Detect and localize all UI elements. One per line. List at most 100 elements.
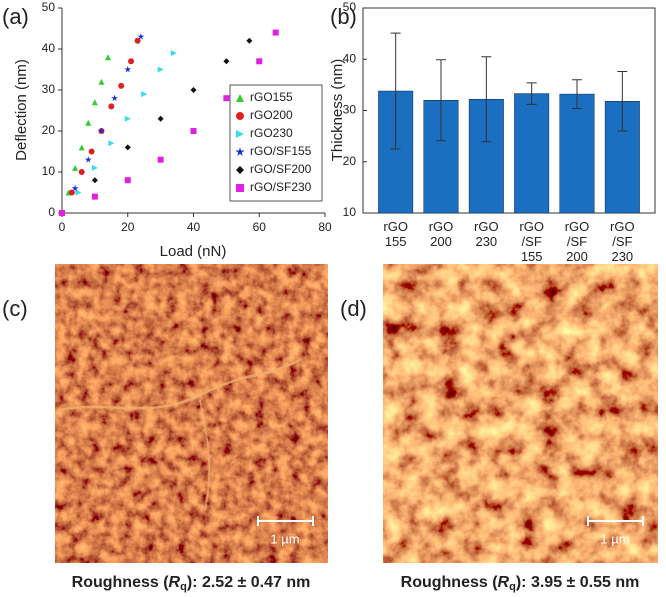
caption-text: Roughness ( [72,574,170,591]
panel-label: (b) [330,4,357,29]
x-tick-label: rGO/SF 200 [565,219,590,264]
data-point [190,128,197,134]
caption-text: ): 3.95 ± 0.55 nm [516,574,640,591]
x-tick-label: rGO 230 [474,219,499,249]
data-point [246,37,253,44]
caption-subscript: q [180,581,187,593]
x-tick-label: rGO 200 [429,219,454,249]
y-tick-label: 30 [42,82,56,96]
x-tick-label: 80 [318,220,332,234]
data-point [98,127,105,134]
data-point [157,115,164,122]
data-point [256,58,263,65]
bar [559,93,595,214]
y-tick-label: 40 [42,41,56,55]
data-point [91,164,98,171]
bar [514,93,550,214]
legend-marker [236,184,244,192]
x-tick-label: rGO/SF 230 [610,219,635,264]
panel-label: (a) [2,4,29,29]
legend-label: rGO/SF155 [250,144,312,158]
error-bar [436,59,446,142]
panel-label: (c) [2,296,28,321]
x-tick-label: rGO/SF 155 [519,219,544,264]
x-tick-label: 20 [121,220,135,234]
y-tick-label: 10 [343,205,357,219]
data-point [88,148,95,155]
scale-bar-label: 1 µm [600,531,629,546]
y-tick-label: 30 [343,103,357,117]
legend-label: rGO/SF200 [250,162,312,176]
data-point [118,82,125,89]
y-tick-label: 0 [48,205,55,219]
data-point [223,95,230,102]
y-tick-label: 50 [42,0,56,14]
legend-box [229,84,323,202]
legend-label: rGO/SF230 [250,180,312,194]
error-bar [390,32,401,150]
x-tick-label: 40 [187,220,201,234]
caption: Roughness (Rq): 2.52 ± 0.47 nm [72,574,311,593]
data-point [124,177,131,184]
data-point [108,140,115,147]
afm-image [54,263,329,564]
caption-text: ): 2.52 ± 0.47 nm [187,574,311,591]
error-bar [572,79,582,109]
data-point [108,103,115,110]
data-point [98,78,105,85]
y-tick-label: 20 [343,154,357,168]
data-point [78,169,85,175]
data-point [71,184,79,192]
legend-label: rGO155 [250,90,293,104]
data-point [141,91,148,98]
data-point [59,210,65,216]
data-point [124,115,131,122]
y-axis-label: Thickness (nm) [329,59,346,162]
x-tick-label: rGO 155 [383,219,408,249]
caption-text: Roughness ( [401,574,499,591]
legend-marker [236,112,244,120]
caption-symbol: R [169,574,181,591]
caption: Roughness (Rq): 3.95 ± 0.55 nm [401,574,640,593]
data-point [157,156,164,163]
scale-bar-label: 1 µm [270,531,299,546]
y-axis-label: Deflection (nm) [13,59,30,161]
data-point [91,193,98,200]
afm-image [382,263,659,564]
data-point [157,66,164,73]
data-point [272,29,279,36]
data-point [111,94,119,102]
data-point [84,156,92,163]
x-axis-label: Load (nN) [160,243,227,260]
data-point [72,164,79,171]
data-point [124,144,131,151]
y-tick-label: 10 [42,164,56,178]
y-tick-label: 50 [343,0,357,14]
data-point [124,65,132,73]
error-bar [481,56,492,143]
y-tick-label: 20 [42,123,56,137]
legend-marker [236,166,244,174]
data-point [137,33,145,40]
legend-label: rGO200 [250,108,293,122]
caption-symbol: R [498,574,510,591]
data-point [170,50,177,57]
data-point [190,87,197,93]
panel-label: (d) [340,296,367,321]
x-tick-label: 0 [59,220,66,234]
legend-label: rGO230 [250,126,293,140]
data-point [91,177,98,184]
error-bar [617,71,628,132]
legend-marker [235,147,245,156]
legend-marker [236,130,244,138]
data-point [91,99,98,106]
data-point [128,58,135,65]
data-point [78,144,85,151]
x-tick-label: 60 [253,220,267,234]
data-point [223,58,230,65]
data-point [105,54,112,61]
y-tick-label: 40 [343,51,357,65]
legend-marker [236,94,244,102]
data-point [85,119,92,126]
